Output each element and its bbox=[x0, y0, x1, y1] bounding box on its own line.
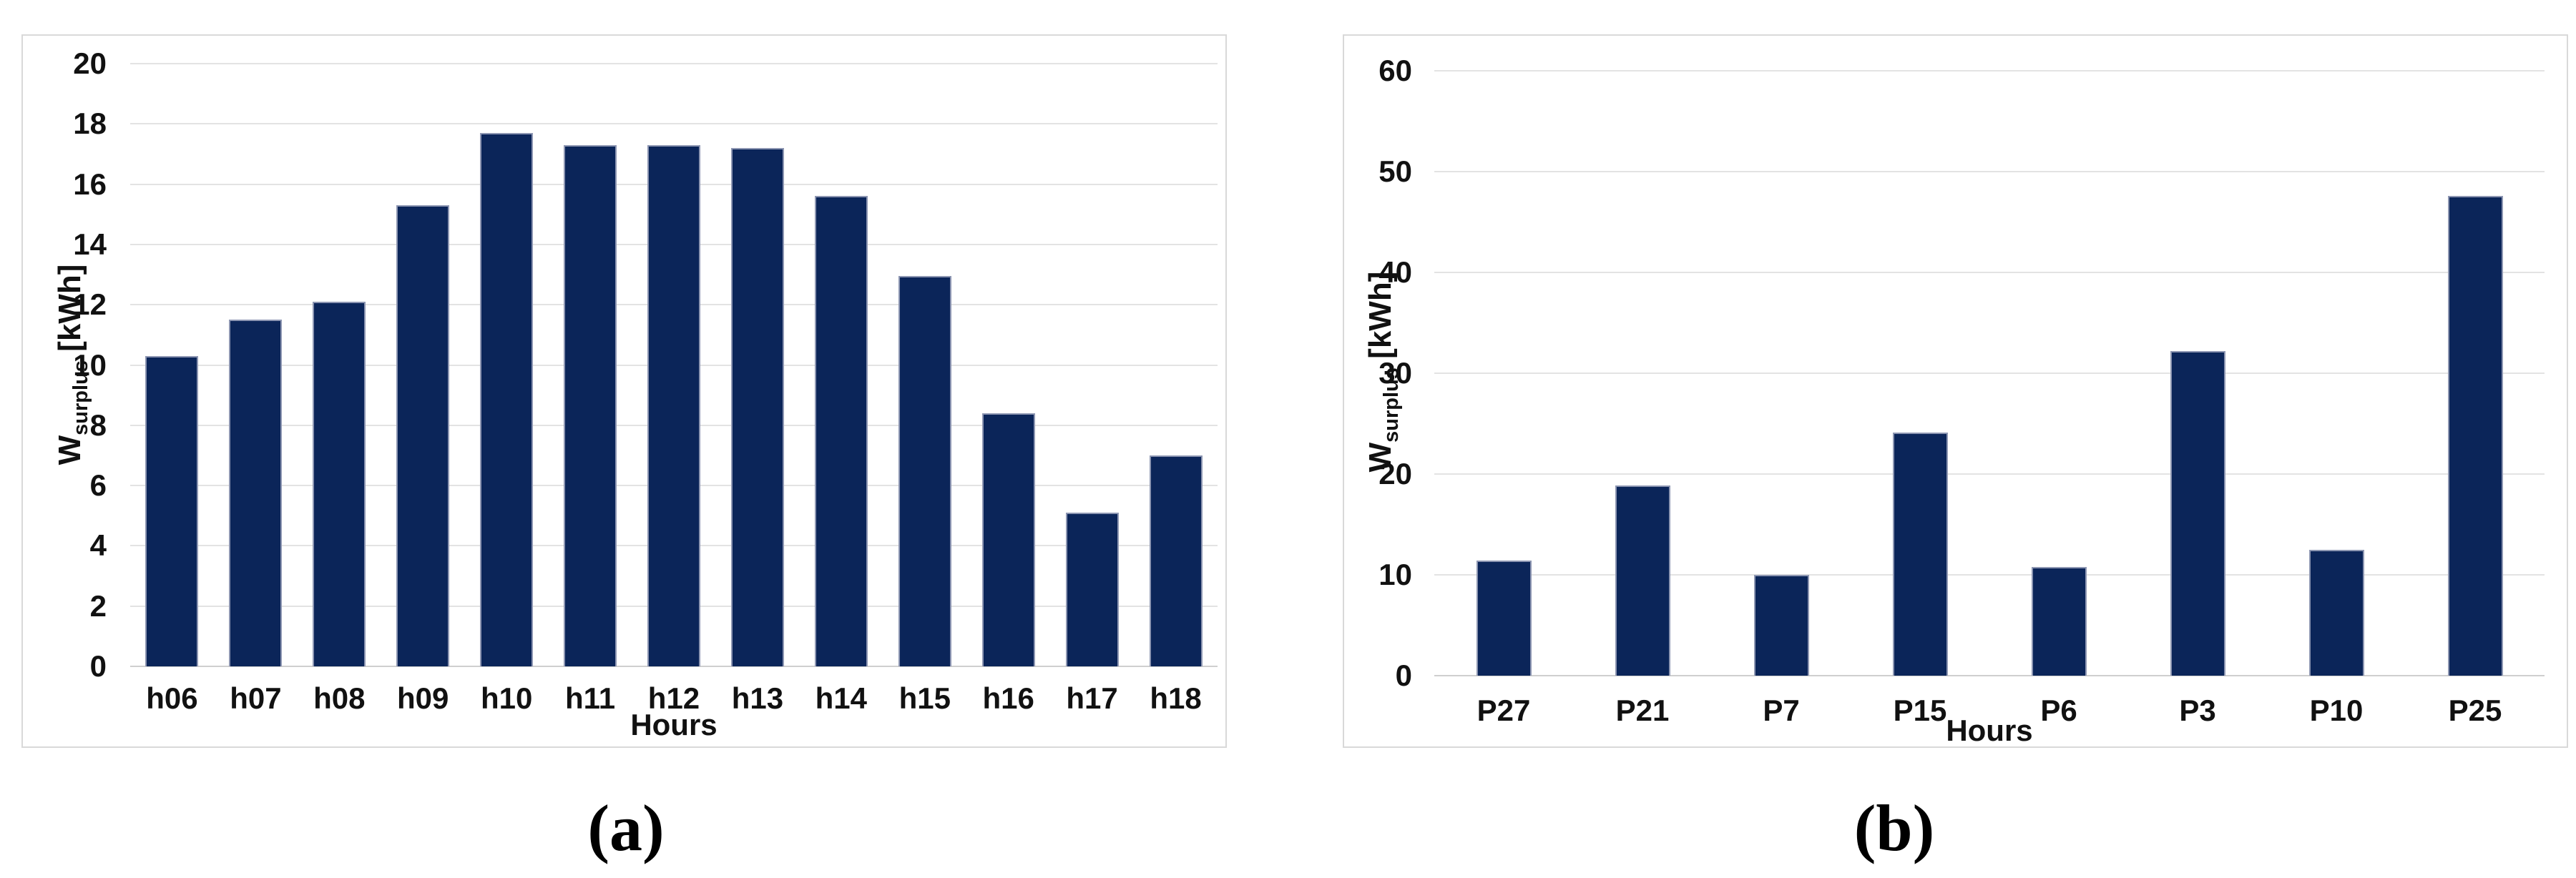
y-gridline bbox=[1434, 70, 2545, 71]
y-tick-label: 12 bbox=[73, 287, 107, 322]
x-axis-line bbox=[1434, 675, 2545, 676]
x-tick-label-h13: h13 bbox=[731, 681, 784, 715]
bar-P6 bbox=[2031, 566, 2087, 676]
y-tick-label: 50 bbox=[1378, 154, 1412, 188]
y-tick-label: 60 bbox=[1378, 54, 1412, 87]
bar-P7 bbox=[1753, 575, 1809, 676]
y-tick-label: 40 bbox=[1378, 255, 1412, 289]
x-tick-label-P7: P7 bbox=[1763, 694, 1800, 727]
bar-h18 bbox=[1149, 455, 1203, 666]
y-tick-label: 0 bbox=[1395, 658, 1412, 692]
x-tick-label-P3: P3 bbox=[2179, 694, 2216, 727]
bar-h08 bbox=[313, 301, 366, 666]
bar-h14 bbox=[814, 196, 868, 666]
y-gridline bbox=[1434, 373, 2545, 374]
bar-h12 bbox=[647, 144, 700, 666]
y-gridline bbox=[1434, 171, 2545, 172]
x-tick-label-h06: h06 bbox=[146, 681, 198, 715]
caption-a: (a) bbox=[587, 791, 665, 864]
y-tick-label: 10 bbox=[1378, 558, 1412, 591]
bar-P10 bbox=[2308, 549, 2364, 676]
y-gridline bbox=[1434, 272, 2545, 273]
x-tick-label-P21: P21 bbox=[1615, 694, 1670, 727]
x-tick-label-P25: P25 bbox=[2448, 694, 2502, 727]
y-tick-label: 18 bbox=[73, 107, 107, 141]
y-tick-label: 6 bbox=[89, 468, 107, 503]
y-tick-label: 14 bbox=[73, 227, 107, 261]
x-tick-label-P6: P6 bbox=[2040, 694, 2077, 727]
x-tick-label-h12: h12 bbox=[647, 681, 700, 715]
x-axis-line bbox=[130, 666, 1218, 667]
y-tick-label: 8 bbox=[89, 408, 107, 442]
bar-h15 bbox=[898, 276, 951, 666]
y-tick-label: 2 bbox=[89, 588, 107, 623]
x-tick-label-h17: h17 bbox=[1066, 681, 1118, 715]
x-tick-label-h16: h16 bbox=[982, 681, 1034, 715]
x-tick-label-P10: P10 bbox=[2309, 694, 2364, 727]
x-tick-label-h15: h15 bbox=[898, 681, 951, 715]
bar-P15 bbox=[1892, 433, 1948, 676]
y-tick-label: 20 bbox=[1378, 457, 1412, 490]
y-tick-label: 4 bbox=[89, 528, 107, 563]
bar-h07 bbox=[229, 320, 283, 666]
chart-panel-b: Wsurplus [kWh] Hours 0 10 20 30 40 50 60 P27 P21… bbox=[1343, 34, 2568, 748]
bar-h11 bbox=[564, 144, 617, 666]
x-tick-label-h14: h14 bbox=[815, 681, 868, 715]
bar-h10 bbox=[480, 132, 534, 666]
x-tick-label-h09: h09 bbox=[397, 681, 449, 715]
bar-P27 bbox=[1476, 561, 1532, 676]
x-axis-title: Hours bbox=[1946, 714, 2033, 747]
y-tick-label: 20 bbox=[73, 46, 107, 80]
y-tick-label: 30 bbox=[1378, 356, 1412, 390]
x-tick-label-h11: h11 bbox=[565, 681, 616, 715]
caption-b: (b) bbox=[1853, 791, 1935, 864]
y-gridline bbox=[1434, 473, 2545, 475]
bar-P25 bbox=[2447, 195, 2503, 676]
bar-P21 bbox=[1615, 485, 1670, 676]
y-gridline bbox=[1434, 574, 2545, 576]
x-tick-label-h08: h08 bbox=[313, 681, 366, 715]
bar-h13 bbox=[730, 148, 784, 666]
bar-h06 bbox=[145, 355, 199, 666]
y-tick-label: 0 bbox=[89, 649, 107, 683]
bar-P3 bbox=[2170, 350, 2225, 676]
x-tick-label-h18: h18 bbox=[1150, 681, 1202, 715]
y-tick-label: 10 bbox=[73, 347, 107, 382]
y-gridline bbox=[130, 63, 1218, 64]
bar-h09 bbox=[396, 205, 450, 666]
y-tick-label: 16 bbox=[73, 167, 107, 201]
x-tick-label-h07: h07 bbox=[230, 681, 282, 715]
x-tick-label-h10: h10 bbox=[480, 681, 533, 715]
x-axis-title: Hours bbox=[630, 708, 718, 741]
y-gridline bbox=[130, 123, 1218, 125]
x-tick-label-P27: P27 bbox=[1476, 694, 1531, 727]
x-tick-label-P15: P15 bbox=[1893, 694, 1947, 727]
bar-h17 bbox=[1065, 513, 1119, 666]
chart-panel-a: Wsurplus [kWh] Hours 0 2 4 6 8 10 12 14 16 18 20 h0… bbox=[21, 34, 1227, 748]
bar-h16 bbox=[981, 413, 1035, 666]
